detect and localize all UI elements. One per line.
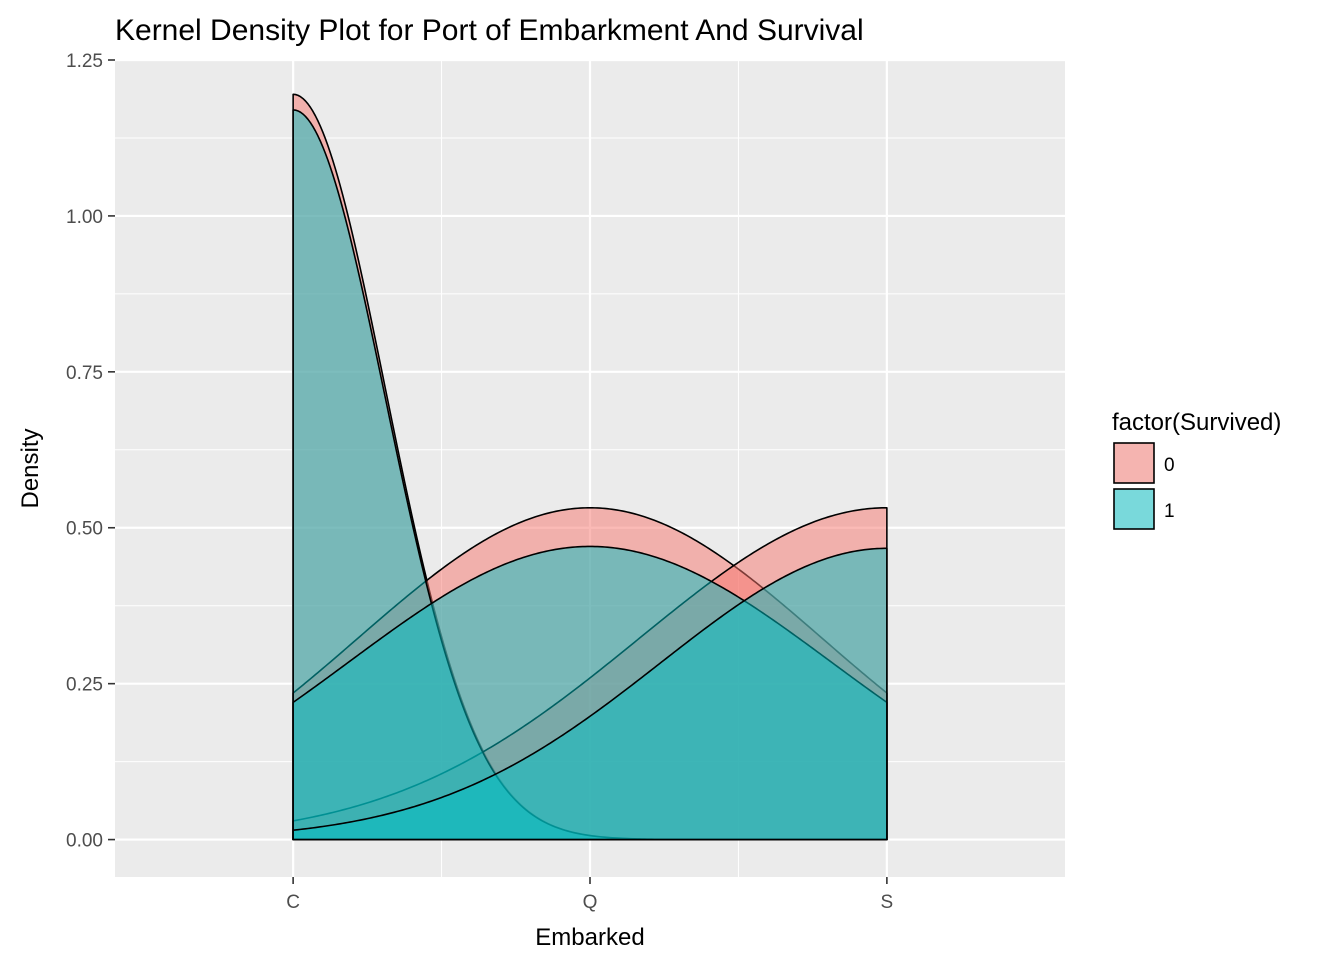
density-areas — [292, 93, 888, 841]
y-tick-label: 1.00 — [66, 207, 103, 228]
y-axis-title: Density — [17, 428, 44, 508]
legend-label-0: 0 — [1164, 455, 1175, 476]
density-area-survived-1-S — [292, 547, 888, 841]
x-tick-label: S — [881, 892, 894, 913]
y-tick-label: 0.50 — [66, 519, 103, 540]
legend-title: factor(Survived) — [1112, 409, 1281, 436]
y-tick-label: 0.75 — [66, 363, 103, 384]
axis-ticks: 0.00 0.25 0.50 0.75 1.00 1.25 C Q S — [66, 51, 893, 913]
chart-title: Kernel Density Plot for Port of Embarkme… — [115, 14, 864, 47]
x-tick-label: Q — [583, 892, 598, 913]
legend-swatch-0 — [1113, 442, 1155, 484]
y-tick-label: 0.25 — [66, 675, 103, 696]
y-tick-label: 0.00 — [66, 831, 103, 852]
legend-label-1: 1 — [1164, 501, 1175, 522]
legend: factor(Survived) 0 1 — [1112, 409, 1281, 530]
legend-swatch-1 — [1113, 488, 1155, 530]
x-axis-title: Embarked — [535, 924, 644, 951]
x-tick-label: C — [286, 892, 300, 913]
y-tick-label: 1.25 — [66, 51, 103, 72]
